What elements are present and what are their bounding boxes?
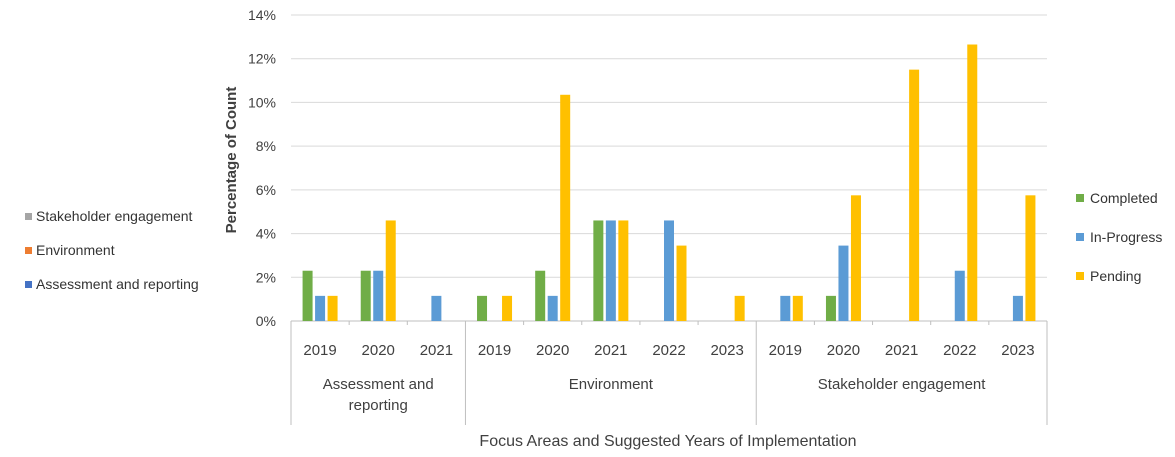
bar-pending <box>967 44 978 321</box>
y-axis-title: Percentage of Count <box>223 87 240 234</box>
bar-pending <box>909 69 920 322</box>
bar-completed <box>302 270 313 321</box>
bar-in-progress <box>954 270 965 321</box>
bar-in-progress <box>664 220 674 321</box>
y-tick-label: 8% <box>256 138 276 154</box>
bar-pending <box>560 94 571 322</box>
bar-in-progress <box>373 270 384 321</box>
bar-pending <box>850 195 861 321</box>
y-tick-label: 2% <box>256 269 276 285</box>
bar-completed <box>593 220 604 321</box>
y-tick-label: 4% <box>256 226 276 242</box>
legend-label: Pending <box>1090 268 1141 284</box>
bar-in-progress <box>547 295 558 321</box>
group-legend: Stakeholder engagement Environment Assessm… <box>25 208 199 292</box>
x-tick-label: 2022 <box>943 342 976 359</box>
y-tick-labels: 0% 2% 4% 6% 8% 10% 12% 14% <box>248 7 276 329</box>
x-tick-label: 2020 <box>536 342 569 359</box>
x-tick-label: 2021 <box>885 342 918 359</box>
bar-pending <box>618 220 629 321</box>
bar-pending <box>502 295 513 321</box>
bar-completed <box>535 270 546 321</box>
bar-in-progress <box>1012 295 1023 321</box>
x-tick-label: 2020 <box>362 342 395 359</box>
legend-label: Completed <box>1090 190 1158 206</box>
bar-pending <box>734 295 745 321</box>
bar-pending <box>385 220 396 321</box>
x-tick-label: 2023 <box>710 342 743 359</box>
series-legend: Completed In-Progress Pending <box>1076 190 1162 284</box>
bar-in-progress <box>605 220 616 321</box>
bars <box>302 44 1036 322</box>
group-label: Assessment and <box>323 376 434 393</box>
x-tick-label: 2019 <box>478 342 511 359</box>
legend-swatch <box>1076 233 1084 241</box>
legend-swatch <box>25 281 32 288</box>
y-tick-label: 0% <box>256 313 276 329</box>
y-tick-label: 6% <box>256 182 276 198</box>
x-tick-label: 2019 <box>769 342 802 359</box>
legend-label: In-Progress <box>1090 229 1162 245</box>
legend-label: Environment <box>36 242 115 258</box>
x-tick-label: 2022 <box>652 342 685 359</box>
x-axis: 2019 2020 2021 2019 2020 2021 2022 2023 2019 2020… <box>290 321 1048 425</box>
x-tick-label: 2021 <box>420 342 453 359</box>
bar-pending <box>1025 195 1036 321</box>
y-tick-label: 10% <box>248 94 276 110</box>
x-tick-label: 2023 <box>1001 342 1034 359</box>
bar-pending <box>327 295 338 321</box>
bar-in-progress <box>431 295 442 321</box>
legend-swatch <box>1076 194 1084 202</box>
legend-label: Assessment and reporting <box>36 276 199 292</box>
group-label: Environment <box>569 376 654 393</box>
y-tick-label: 14% <box>248 7 276 23</box>
x-axis-title: Focus Areas and Suggested Years of Imple… <box>479 433 856 450</box>
x-tick-label: 2020 <box>827 342 860 359</box>
legend-swatch <box>25 213 32 220</box>
legend-label: Stakeholder engagement <box>36 208 193 224</box>
bar-in-progress <box>780 295 791 321</box>
bar-pending <box>676 245 687 321</box>
bar-completed <box>825 295 836 321</box>
bar-pending <box>792 295 803 321</box>
y-tick-label: 12% <box>248 51 276 67</box>
x-tick-label: 2019 <box>303 342 336 359</box>
group-label: Stakeholder engagement <box>818 376 986 393</box>
x-tick-label: 2021 <box>594 342 627 359</box>
bar-completed <box>360 270 371 321</box>
bar-in-progress <box>315 295 326 321</box>
group-label: reporting <box>349 397 408 414</box>
bar-in-progress <box>838 245 849 321</box>
legend-swatch <box>1076 272 1084 280</box>
legend-swatch <box>25 247 32 254</box>
bar-completed <box>477 295 488 321</box>
